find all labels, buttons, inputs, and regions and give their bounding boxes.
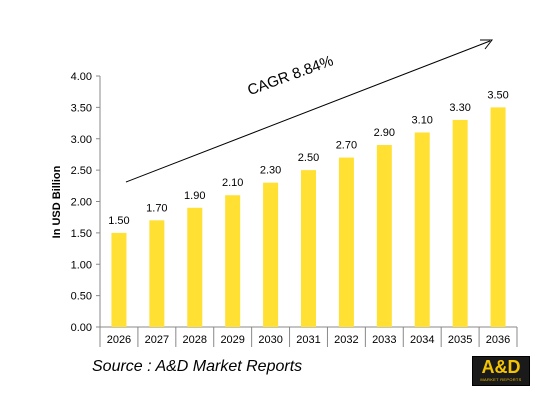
data-label: 1.90 xyxy=(184,190,205,202)
x-tick-label: 2030 xyxy=(258,334,282,346)
data-label: 3.30 xyxy=(449,102,470,114)
data-label: 2.70 xyxy=(336,140,357,152)
data-label: 2.90 xyxy=(374,127,395,139)
y-tick-label: 2.00 xyxy=(71,197,92,209)
y-tick-label: 3.00 xyxy=(71,134,92,146)
y-tick-label: 3.50 xyxy=(71,102,92,114)
x-axis: 2026 2027 2028 2029 2030 2031 2032 2033 2034 2035… xyxy=(99,326,518,347)
y-tick-label: 1.50 xyxy=(71,228,92,240)
y-axis-label: In USD Billion xyxy=(51,165,63,238)
x-tick-label: 2026 xyxy=(107,334,131,346)
logo-text: A&D xyxy=(481,357,521,377)
bar xyxy=(149,220,165,327)
bar xyxy=(376,145,392,327)
x-tick-label: 2035 xyxy=(448,334,472,346)
source-note: Source : A&D Market Reports xyxy=(92,358,303,375)
bar xyxy=(490,107,506,327)
x-tick-label: 2034 xyxy=(410,334,434,346)
data-label: 3.50 xyxy=(487,89,508,101)
brand-logo: A&D MARKET REPORTS xyxy=(472,356,530,386)
x-tick-label: 2032 xyxy=(334,334,358,346)
bars xyxy=(111,107,506,327)
y-tick-label: 4.00 xyxy=(71,71,92,83)
x-tick-label: 2028 xyxy=(183,334,207,346)
data-label: 2.30 xyxy=(260,165,281,177)
cagr-arrow xyxy=(125,39,494,183)
data-label: 2.10 xyxy=(222,177,243,189)
bar xyxy=(452,119,468,327)
bar xyxy=(225,195,241,327)
logo-subtext: MARKET REPORTS xyxy=(480,377,522,382)
data-label: 1.70 xyxy=(146,202,167,214)
bar xyxy=(301,170,316,327)
data-label: 3.10 xyxy=(412,114,433,126)
bar xyxy=(414,132,430,327)
x-tick-label: 2027 xyxy=(145,334,169,346)
bar xyxy=(187,207,203,327)
y-tick-label: 2.50 xyxy=(71,165,92,177)
x-tick-label: 2036 xyxy=(486,334,510,346)
y-tick-label: 0.00 xyxy=(71,322,92,334)
y-tick-label: 0.50 xyxy=(71,291,92,303)
cagr-annotation: CAGR 8.84% xyxy=(245,52,335,99)
x-tick-label: 2031 xyxy=(296,334,320,346)
y-axis: 0.00 0.50 1.00 1.50 2.00 2.50 3.00 3.50 4.00 xyxy=(71,71,101,334)
bar xyxy=(111,232,127,327)
x-tick-label: 2033 xyxy=(372,334,396,346)
y-tick-label: 1.00 xyxy=(71,259,92,271)
data-label: 1.50 xyxy=(108,215,129,227)
bar xyxy=(338,157,354,327)
x-tick-label: 2029 xyxy=(220,334,244,346)
data-label: 2.50 xyxy=(298,152,319,164)
data-labels: 1.50 1.70 1.90 2.10 2.30 2.50 2.70 2.90 3.10 3.30… xyxy=(108,89,509,227)
bar xyxy=(263,182,279,327)
